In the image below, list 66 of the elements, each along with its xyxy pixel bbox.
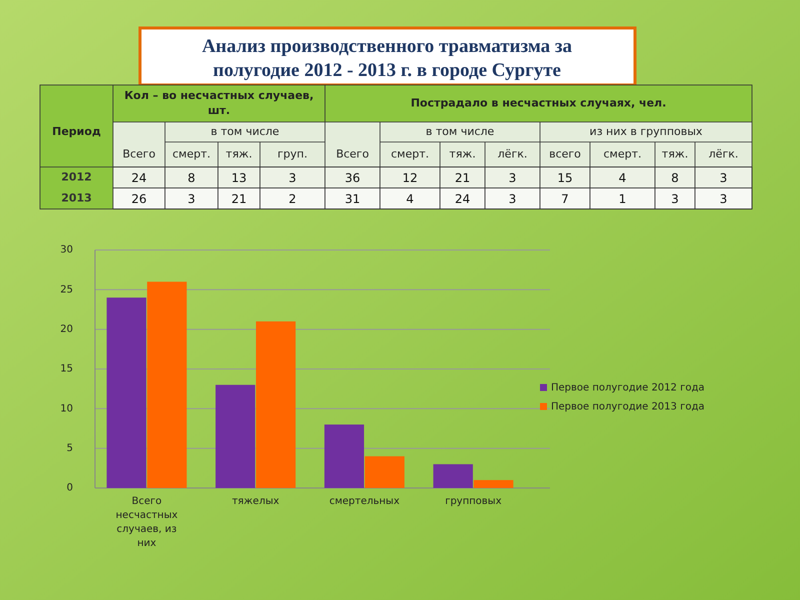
text: из них в групповых <box>590 125 703 138</box>
data-label: 3 <box>508 192 516 206</box>
chart-title: Анализ производственного травматизма за полугодие 2012 - 2013 г. в городе Сургуте <box>202 36 573 81</box>
data-label: 21 <box>231 192 247 206</box>
y-tick-label: 15 <box>60 364 73 375</box>
data-label: 12 <box>402 170 418 185</box>
x-tick-label: смертельных <box>329 496 400 507</box>
data-label: 3 <box>288 170 296 185</box>
data-label: 8 <box>671 170 679 185</box>
x-tick-label: Всего <box>122 148 156 161</box>
data-label: 8 <box>188 170 196 185</box>
bar <box>474 480 514 488</box>
x-tick-label: лёгк. <box>708 148 738 161</box>
data-label: 3 <box>720 170 728 185</box>
data-label: 21 <box>454 170 470 185</box>
data-label: 24 <box>131 170 147 185</box>
x-tick-label: тяж. <box>226 148 252 161</box>
x-tick-label: Всего несчастных случаев, из них <box>116 496 178 549</box>
x-tick-label: груп. <box>278 148 308 161</box>
text: в том числе <box>426 125 494 138</box>
x-tick-label: лёгк. <box>498 148 528 161</box>
y-tick-label: 5 <box>66 443 73 454</box>
bar <box>147 282 187 488</box>
legend-label: Первое полугодие 2012 года <box>551 382 704 394</box>
y-tick-label: 30 <box>60 244 73 256</box>
data-label: 4 <box>406 192 414 206</box>
x-tick-label: тяж. <box>449 148 476 161</box>
y-tick-label: 2012 <box>61 170 92 184</box>
y-tick-label: 2013 <box>61 192 92 205</box>
x-tick-label: всего <box>549 148 582 161</box>
bar <box>364 456 404 488</box>
x-tick-label: тяжелых <box>232 496 280 507</box>
data-label: 1 <box>618 192 626 206</box>
y-tick-label: 20 <box>60 324 73 336</box>
x-tick-label: групповых <box>445 496 502 507</box>
data-label: 15 <box>557 170 573 185</box>
data-label: 24 <box>454 192 470 206</box>
bar <box>256 321 296 488</box>
data-label: 3 <box>188 192 196 206</box>
x-tick-label: смерт. <box>390 148 430 161</box>
y-tick-label: 10 <box>60 403 73 414</box>
data-label: 26 <box>131 192 147 206</box>
x-tick-label: Всего <box>336 148 370 161</box>
data-label: 3 <box>720 192 728 206</box>
data-label: 13 <box>231 170 247 185</box>
bar <box>106 298 146 488</box>
y-tick-label: 0 <box>66 482 73 494</box>
x-tick-label: смерт. <box>603 148 642 161</box>
data-label: 7 <box>561 192 569 206</box>
data-label: 4 <box>618 170 626 185</box>
x-tick-label: тяж. <box>662 148 688 161</box>
x-tick-label: смерт. <box>172 148 211 161</box>
text: Период <box>52 125 101 138</box>
data-label: 2 <box>288 192 296 206</box>
text: Пострадало в несчастных случаях, чел. <box>410 96 666 110</box>
data-label: 31 <box>344 192 360 206</box>
y-tick-label: 25 <box>60 284 73 296</box>
bar <box>216 384 256 488</box>
text: в том числе <box>210 125 280 138</box>
legend-label: Первое полугодие 2013 года <box>551 402 704 413</box>
text: Кол – во несчастных случаев, шт. <box>124 89 314 118</box>
data-label: 36 <box>344 170 360 185</box>
bar <box>324 424 364 488</box>
data-label: 3 <box>508 170 516 185</box>
data-label: 3 <box>671 192 679 206</box>
bar <box>433 464 473 488</box>
